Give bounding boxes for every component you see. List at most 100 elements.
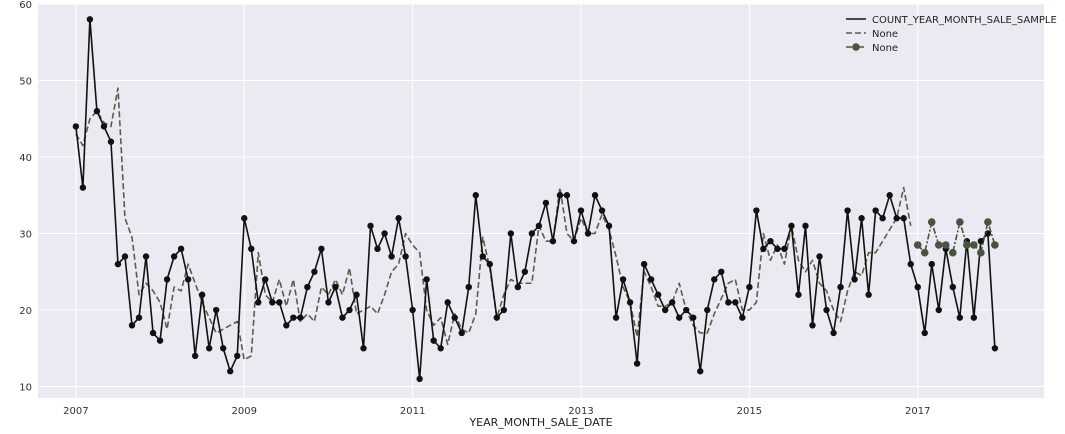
data-point-forecast (949, 248, 957, 257)
data-point-actual (830, 329, 837, 337)
data-point-actual (170, 253, 178, 260)
data-point-forecast (927, 218, 936, 226)
data-point-actual (893, 215, 900, 222)
data-point-actual (739, 314, 746, 321)
data-point-actual (991, 345, 999, 352)
data-point-actual (423, 276, 430, 283)
data-point-actual (535, 222, 543, 230)
data-point-actual (191, 352, 199, 360)
data-point-actual (177, 245, 185, 253)
data-point-actual (409, 306, 416, 314)
data-point-actual (395, 215, 402, 222)
legend: COUNT_YEAR_MONTH_SALE_SAMPLE None None (846, 15, 1057, 54)
data-point-actual (128, 322, 136, 329)
data-point-actual (802, 222, 809, 230)
data-point-actual (809, 322, 816, 329)
data-point-actual (598, 207, 606, 214)
data-point-actual (577, 207, 585, 214)
x-tick-label: 2009 (232, 406, 257, 417)
data-point-actual (360, 345, 367, 352)
data-point-actual (865, 291, 872, 298)
data-point-actual (788, 222, 795, 230)
data-point-actual (255, 299, 262, 306)
data-point-actual (570, 237, 578, 245)
data-point-actual (970, 314, 978, 321)
grid-lines (38, 3, 1044, 398)
data-point-actual (886, 192, 893, 199)
x-axis-ticks: 2007 2009 2011 2013 2015 2017 (63, 406, 930, 417)
data-point-actual (760, 245, 767, 253)
data-point-actual (556, 192, 564, 199)
data-point-actual (220, 345, 227, 352)
data-point-actual (676, 314, 683, 321)
x-axis-label: YEAR_MONTH_SALE_DATE (468, 416, 612, 429)
data-point-actual (718, 268, 725, 275)
data-point-actual (332, 283, 339, 291)
data-point-actual (746, 283, 753, 291)
y-tick-label: 10 (19, 383, 32, 394)
data-point-actual (837, 283, 844, 291)
data-point-forecast (920, 248, 929, 257)
data-point-actual (472, 192, 479, 199)
data-point-actual (234, 352, 241, 360)
data-point-actual (107, 138, 115, 145)
data-point-actual (542, 199, 550, 207)
data-point-actual (465, 283, 472, 291)
data-point-actual (149, 329, 157, 337)
y-tick-label: 30 (19, 230, 32, 241)
data-point-actual (549, 237, 557, 245)
data-point-actual (690, 314, 697, 321)
series-layer (72, 16, 999, 383)
data-point-actual (416, 375, 423, 383)
data-point-actual (879, 215, 886, 222)
data-point-actual (402, 253, 409, 260)
data-point-forecast (991, 241, 999, 249)
data-point-actual (823, 306, 830, 314)
data-point-actual (444, 299, 451, 306)
data-point-actual (339, 314, 346, 321)
legend-label-fitted: None (872, 29, 898, 40)
data-point-actual (753, 207, 760, 214)
data-point-actual (514, 283, 522, 291)
data-point-actual (816, 253, 823, 260)
data-point-forecast (984, 218, 992, 226)
data-point-forecast (941, 241, 950, 249)
data-point-actual (654, 291, 662, 298)
x-tick-label: 2011 (400, 406, 425, 417)
data-point-actual (591, 192, 599, 199)
data-point-actual (907, 260, 914, 268)
data-point-actual (711, 276, 718, 283)
data-point-actual (921, 329, 928, 337)
data-point-actual (767, 237, 774, 245)
data-point-actual (612, 314, 620, 321)
data-point-actual (844, 207, 851, 214)
y-tick-label: 50 (19, 77, 32, 88)
data-point-actual (311, 268, 318, 275)
legend-label-actual: COUNT_YEAR_MONTH_SALE_SAMPLE (872, 15, 1057, 26)
data-point-actual (521, 268, 529, 275)
x-tick-label: 2013 (568, 406, 593, 417)
y-tick-label: 20 (19, 306, 32, 317)
data-point-actual (283, 322, 290, 329)
data-point-actual (135, 314, 143, 321)
data-point-actual (683, 306, 690, 314)
data-point-actual (795, 291, 802, 298)
data-point-actual (507, 230, 515, 237)
data-point-actual (205, 345, 213, 352)
data-point-actual (163, 276, 171, 283)
x-tick-label: 2015 (737, 406, 762, 417)
data-point-forecast (970, 241, 978, 249)
data-point-actual (563, 192, 571, 199)
data-point-actual (732, 299, 739, 306)
data-point-actual (451, 314, 458, 321)
data-point-actual (93, 107, 101, 115)
data-point-actual (633, 360, 641, 367)
data-point-forecast (913, 241, 922, 249)
data-point-actual (290, 314, 297, 321)
data-point-actual (668, 299, 676, 306)
data-point-actual (198, 291, 206, 298)
y-tick-label: 40 (19, 153, 32, 164)
data-point-actual (774, 245, 781, 253)
legend-marker-forecast (852, 43, 860, 51)
data-point-actual (72, 123, 80, 130)
